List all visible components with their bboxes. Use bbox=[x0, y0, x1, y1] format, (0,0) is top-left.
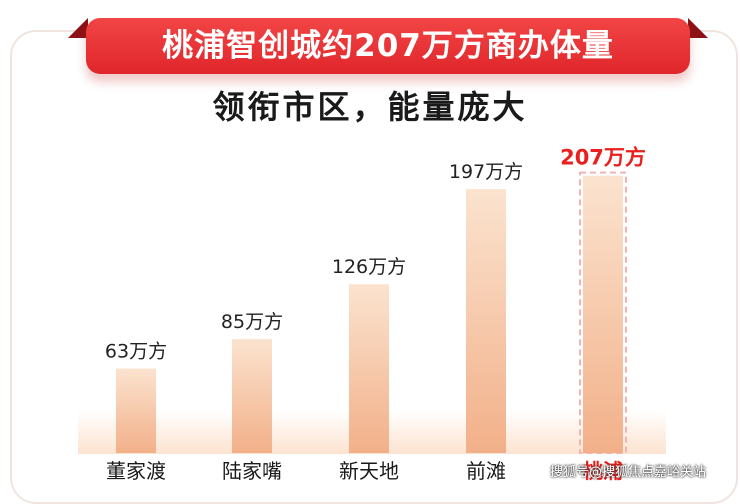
value-label: 197万方 bbox=[449, 161, 523, 183]
bar-董家渡 bbox=[116, 368, 156, 453]
value-label: 85万方 bbox=[221, 311, 283, 333]
category-label: 新天地 bbox=[339, 459, 399, 483]
bar-前滩 bbox=[466, 189, 506, 453]
bar-陆家嘴 bbox=[232, 339, 272, 453]
chart-subtitle: 领衔市区，能量庞大 bbox=[212, 88, 528, 126]
title-banner bbox=[86, 18, 690, 74]
category-label: 陆家嘴 bbox=[222, 459, 282, 483]
value-label: 126万方 bbox=[332, 256, 406, 278]
watermark: 搜狐号@搜狐焦点嘉峪关站 bbox=[550, 465, 707, 480]
highlight-outline bbox=[579, 171, 627, 454]
bar-桃浦 bbox=[583, 175, 623, 453]
category-label: 董家渡 bbox=[106, 459, 166, 483]
chart-title: 桃浦智创城约207万方商办体量 bbox=[162, 28, 614, 64]
value-label: 63万方 bbox=[105, 341, 167, 363]
value-label: 207万方 bbox=[560, 146, 646, 170]
category-label: 前滩 bbox=[466, 459, 506, 483]
category-label: 桃浦 bbox=[583, 459, 623, 483]
bar-新天地 bbox=[349, 284, 389, 453]
